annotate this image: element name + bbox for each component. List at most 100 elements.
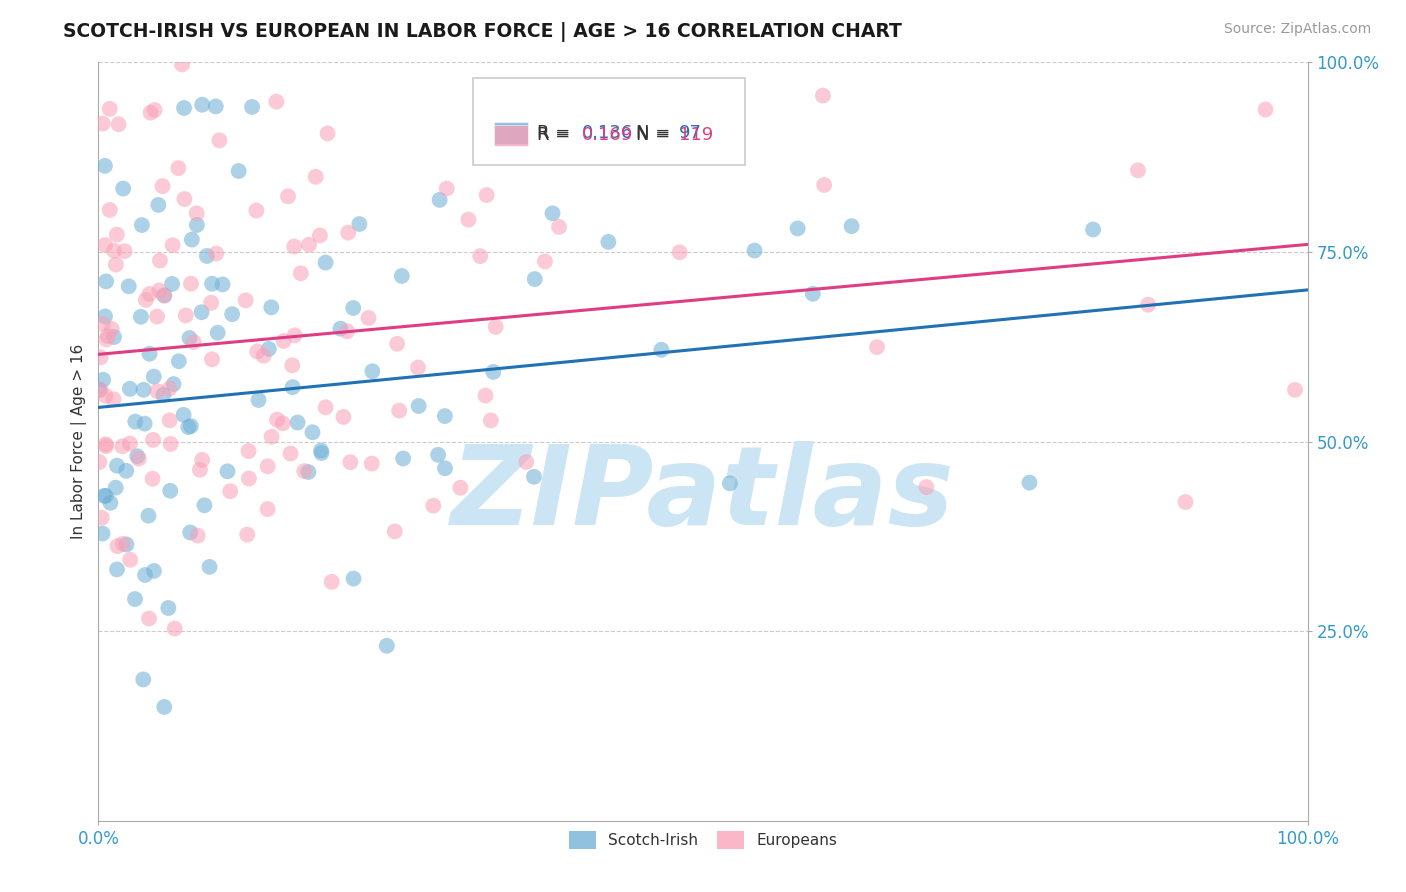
Point — [188, 463, 211, 477]
Point — [146, 384, 169, 399]
Point — [104, 481, 127, 495]
Point — [482, 365, 505, 379]
Point — [219, 484, 242, 499]
Point — [207, 326, 229, 340]
Legend: Scotch-Irish, Europeans: Scotch-Irish, Europeans — [562, 825, 844, 855]
Point — [301, 425, 323, 440]
Point — [309, 443, 332, 458]
Point — [180, 419, 202, 434]
Point — [159, 483, 181, 498]
Point — [228, 164, 250, 178]
Point — [515, 455, 537, 469]
Point — [315, 255, 337, 269]
Point — [260, 301, 283, 315]
Point — [201, 352, 224, 367]
Point — [474, 388, 496, 402]
Point — [132, 383, 155, 397]
Point — [173, 408, 195, 422]
Point — [256, 459, 278, 474]
Point — [149, 253, 172, 268]
Point — [316, 127, 339, 141]
Point — [142, 369, 165, 384]
Point — [786, 221, 808, 235]
Point — [94, 238, 117, 252]
Point — [406, 360, 429, 375]
Point — [111, 439, 134, 453]
Point — [162, 377, 184, 392]
Point — [134, 568, 156, 582]
Point — [427, 448, 450, 462]
Point — [813, 178, 835, 192]
Point — [245, 203, 267, 218]
Point — [329, 321, 352, 335]
Point — [132, 673, 155, 687]
Point — [384, 524, 406, 539]
Point — [115, 537, 138, 551]
Point — [138, 611, 160, 625]
Point — [408, 399, 430, 413]
Point — [173, 192, 195, 206]
Point — [479, 413, 502, 427]
Text: 97: 97 — [679, 124, 702, 142]
Point — [118, 279, 141, 293]
Point — [1137, 298, 1160, 312]
Point — [204, 99, 226, 113]
Point — [470, 249, 492, 263]
Point — [167, 354, 190, 368]
Point — [159, 437, 181, 451]
Point — [94, 310, 117, 324]
Point — [668, 245, 690, 260]
Point — [523, 272, 546, 286]
Point — [103, 392, 125, 407]
Point — [94, 274, 117, 288]
Point — [180, 277, 202, 291]
Text: N =: N = — [637, 124, 676, 142]
Point — [94, 489, 117, 503]
Point — [283, 239, 305, 253]
Point — [360, 457, 382, 471]
Point — [173, 101, 195, 115]
Point — [297, 465, 319, 479]
Point — [718, 476, 741, 491]
Point — [179, 525, 201, 540]
Point — [167, 161, 190, 176]
Point — [105, 562, 128, 576]
Point — [339, 455, 361, 469]
Point — [94, 389, 117, 403]
Point — [124, 415, 146, 429]
Point — [187, 528, 209, 542]
Point — [315, 401, 337, 415]
Point — [200, 295, 222, 310]
Point — [247, 392, 270, 407]
Point — [91, 317, 114, 331]
Text: 0.136: 0.136 — [582, 124, 633, 142]
Text: N =: N = — [637, 127, 676, 145]
Point — [191, 453, 214, 467]
Point — [93, 489, 115, 503]
Point — [422, 499, 444, 513]
Point — [281, 359, 304, 373]
Text: R =: R = — [537, 127, 576, 145]
Point — [298, 237, 321, 252]
Point — [342, 572, 364, 586]
Point — [105, 227, 128, 242]
Point — [266, 95, 288, 109]
Point — [124, 592, 146, 607]
Point — [433, 409, 456, 423]
Point — [103, 244, 125, 258]
Point — [391, 268, 413, 283]
Point — [1174, 495, 1197, 509]
Point — [811, 88, 834, 103]
Point — [205, 246, 228, 260]
Point — [174, 309, 197, 323]
Point — [148, 284, 170, 298]
Text: 119: 119 — [679, 127, 713, 145]
Point — [238, 444, 260, 458]
Point — [100, 322, 122, 336]
Point — [131, 218, 153, 232]
Text: ZIPatlas: ZIPatlas — [451, 442, 955, 548]
Text: SCOTCH-IRISH VS EUROPEAN IN LABOR FORCE | AGE > 16 CORRELATION CHART: SCOTCH-IRISH VS EUROPEAN IN LABOR FORCE … — [63, 22, 903, 42]
Point — [90, 383, 112, 397]
Point — [257, 342, 280, 356]
Point — [159, 382, 181, 396]
